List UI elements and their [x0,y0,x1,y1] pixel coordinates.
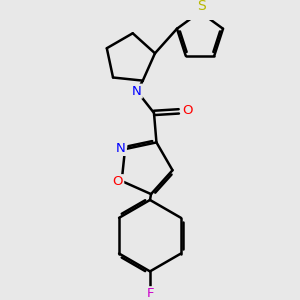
Text: F: F [146,287,154,300]
Text: N: N [132,85,142,98]
Text: O: O [113,175,123,188]
Text: S: S [197,0,206,13]
Text: O: O [182,104,193,117]
Text: N: N [116,142,126,155]
